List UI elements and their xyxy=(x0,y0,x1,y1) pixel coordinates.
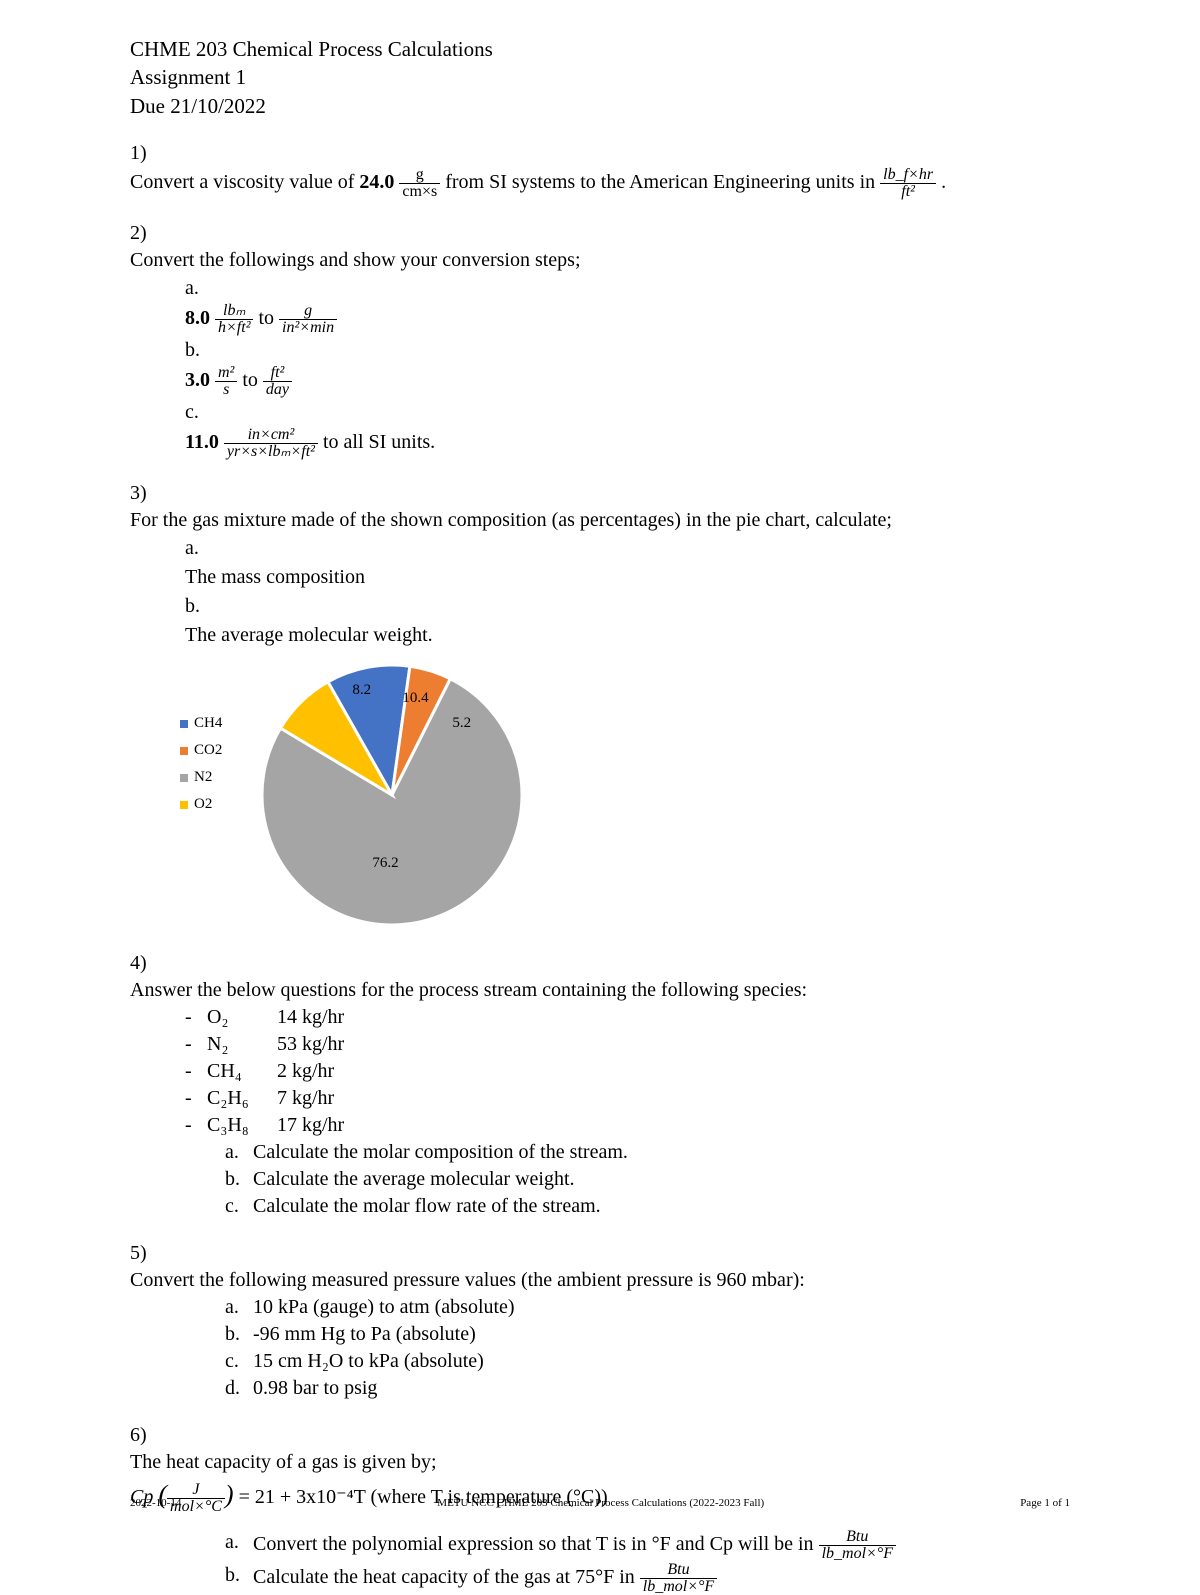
species-name: C₃H₈ xyxy=(207,1112,277,1139)
q4-subitem: a.Calculate the molar composition of the… xyxy=(130,1139,1070,1166)
pie-slice-label: 5.2 xyxy=(452,715,471,732)
q1-frac2: lb_f×hr ft² xyxy=(880,167,936,200)
pie-chart: 10.4 5.2 76.2 8.2 xyxy=(257,660,527,930)
legend-item: N2 xyxy=(180,769,222,786)
q1-number: 1) xyxy=(130,140,158,167)
q6-text: The heat capacity of a gas is given by; xyxy=(130,1449,1038,1476)
q1-body: Convert a viscosity value of 24.0 g cm×s… xyxy=(130,167,1038,200)
legend-swatch xyxy=(180,720,188,728)
legend-swatch xyxy=(180,747,188,755)
q4-subitem: b.Calculate the average molecular weight… xyxy=(130,1166,1070,1193)
species-name: N₂ xyxy=(207,1031,277,1058)
species-value: 14 kg/hr xyxy=(277,1004,344,1031)
q3-number: 3) xyxy=(130,480,158,507)
pie-legend: CH4 CO2 N2 O2 xyxy=(180,715,222,823)
species-value: 53 kg/hr xyxy=(277,1031,344,1058)
species-name: C₂H₆ xyxy=(207,1085,277,1112)
legend-label: O2 xyxy=(194,796,212,813)
legend-label: N2 xyxy=(194,769,212,786)
pie-svg xyxy=(257,660,527,930)
questions: 1) Convert a viscosity value of 24.0 g c… xyxy=(130,140,1070,1595)
pie-chart-area: CH4 CO2 N2 O2 10.4 5.2 76.2 8.2 xyxy=(130,660,1070,930)
pie-slice-label: 10.4 xyxy=(402,690,428,707)
q5-subitem: d.0.98 bar to psig xyxy=(130,1375,1070,1402)
q5-number: 5) xyxy=(130,1240,158,1267)
question-1: 1) Convert a viscosity value of 24.0 g c… xyxy=(130,140,1070,200)
legend-swatch xyxy=(180,801,188,809)
q5-subitem: a.10 kPa (gauge) to atm (absolute) xyxy=(130,1294,1070,1321)
header: CHME 203 Chemical Process Calculations A… xyxy=(130,35,1070,120)
species-name: O₂ xyxy=(207,1004,277,1031)
q6-subitem: b.Calculate the heat capacity of the gas… xyxy=(130,1562,1070,1595)
question-2: 2) Convert the followings and show your … xyxy=(130,220,1070,274)
q3-a: a. The mass composition xyxy=(130,534,1070,592)
q3-text: For the gas mixture made of the shown co… xyxy=(130,507,1038,534)
legend-label: CO2 xyxy=(194,742,222,759)
legend-item: CO2 xyxy=(180,742,222,759)
footer-center: METU NCC CHME 203 Chemical Process Calcu… xyxy=(437,1497,764,1509)
course-title: CHME 203 Chemical Process Calculations xyxy=(130,35,1070,63)
q2-a: a. 8.0 lbₘh×ft² to gin²×min xyxy=(130,274,1070,336)
q4-text: Answer the below questions for the proce… xyxy=(130,977,1038,1004)
q5-text: Convert the following measured pressure … xyxy=(130,1267,1038,1294)
q1-pre: Convert a viscosity value of xyxy=(130,171,359,193)
q2-c: c. 11.0 in×cm²yr×s×lbₘ×ft² to all SI uni… xyxy=(130,398,1070,460)
species-value: 7 kg/hr xyxy=(277,1085,334,1112)
assignment-title: Assignment 1 xyxy=(130,63,1070,91)
q3-b: b. The average molecular weight. xyxy=(130,592,1070,650)
species-name: CH₄ xyxy=(207,1058,277,1085)
q4-subitem: c.Calculate the molar flow rate of the s… xyxy=(130,1193,1070,1220)
page: CHME 203 Chemical Process Calculations A… xyxy=(0,0,1200,1553)
q5-subitem: b.-96 mm Hg to Pa (absolute) xyxy=(130,1321,1070,1348)
q1-end: . xyxy=(941,171,946,193)
species-row: -O₂14 kg/hr xyxy=(185,1004,1070,1031)
q6-number: 6) xyxy=(130,1422,158,1449)
footer-left: 2022-10-14 xyxy=(130,1497,181,1509)
q5-subitem: c.15 cm H₂O to kPa (absolute) xyxy=(130,1348,1070,1375)
legend-swatch xyxy=(180,774,188,782)
legend-item: O2 xyxy=(180,796,222,813)
due-date: Due 21/10/2022 xyxy=(130,92,1070,120)
species-row: -CH₄2 kg/hr xyxy=(185,1058,1070,1085)
q2-b: b. 3.0 m²s to ft²day xyxy=(130,336,1070,398)
q1-frac1: g cm×s xyxy=(399,167,440,200)
species-row: -C₂H₆7 kg/hr xyxy=(185,1085,1070,1112)
species-value: 2 kg/hr xyxy=(277,1058,334,1085)
q6-subitem: a.Convert the polynomial expression so t… xyxy=(130,1529,1070,1562)
question-3: 3) For the gas mixture made of the shown… xyxy=(130,480,1070,534)
pie-slice-label: 76.2 xyxy=(372,855,398,872)
q2-text: Convert the followings and show your con… xyxy=(130,247,1038,274)
question-5: 5) Convert the following measured pressu… xyxy=(130,1240,1070,1294)
species-value: 17 kg/hr xyxy=(277,1112,344,1139)
page-footer: 2022-10-14 METU NCC CHME 203 Chemical Pr… xyxy=(130,1497,1070,1509)
q1-value: 24.0 xyxy=(359,171,394,193)
legend-label: CH4 xyxy=(194,715,222,732)
species-row: -N₂53 kg/hr xyxy=(185,1031,1070,1058)
footer-right: Page 1 of 1 xyxy=(1020,1497,1070,1509)
question-6: 6) The heat capacity of a gas is given b… xyxy=(130,1422,1070,1476)
q4-species-list: -O₂14 kg/hr-N₂53 kg/hr-CH₄2 kg/hr-C₂H₆7 … xyxy=(130,1004,1070,1139)
question-4: 4) Answer the below questions for the pr… xyxy=(130,950,1070,1004)
q2-number: 2) xyxy=(130,220,158,247)
q4-number: 4) xyxy=(130,950,158,977)
q1-mid: from SI systems to the American Engineer… xyxy=(445,171,880,193)
legend-item: CH4 xyxy=(180,715,222,732)
species-row: -C₃H₈17 kg/hr xyxy=(185,1112,1070,1139)
pie-slice-label: 8.2 xyxy=(352,682,371,699)
